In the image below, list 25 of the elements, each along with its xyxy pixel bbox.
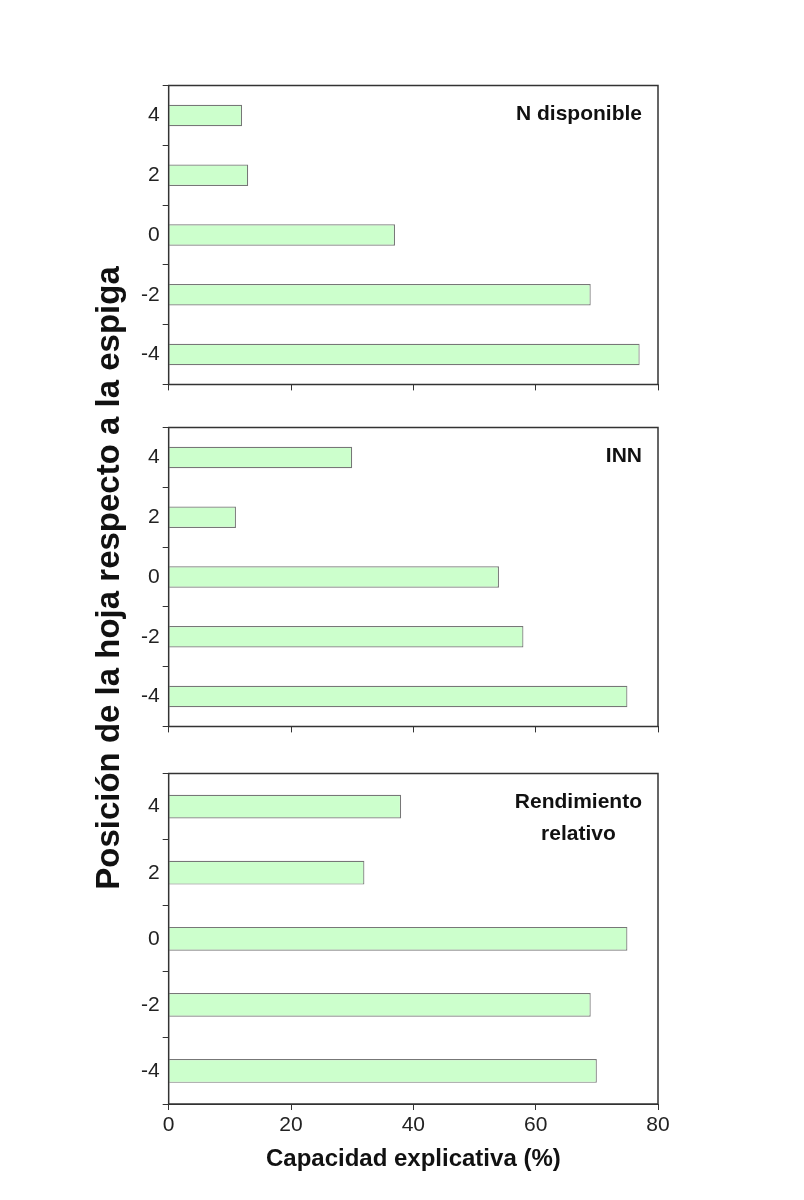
y-tick-label: -2	[140, 281, 160, 305]
x-tick-label: 0	[162, 1112, 175, 1136]
y-tick-label: -2	[140, 991, 160, 1015]
y-tick-label: 2	[147, 859, 160, 883]
x-tick-label: 40	[401, 1112, 426, 1136]
x-tick-label: 20	[279, 1112, 303, 1136]
y-tick-label: 2	[147, 504, 160, 528]
y-tick-label: 4	[147, 102, 160, 126]
y-tick-label: -2	[140, 623, 160, 647]
y-tick-label: 4	[147, 793, 160, 817]
y-tick-label: -4	[140, 683, 160, 707]
y-tick-label: -4	[140, 1057, 160, 1081]
x-axis-title: Capacidad explicativa (%)	[265, 1144, 561, 1172]
y-tick-label: 2	[147, 162, 160, 186]
y-axis-title: Posición de la hoja respecto a la espiga	[88, 265, 127, 892]
y-tick-label: 0	[147, 563, 160, 587]
x-tick-label: 60	[523, 1112, 548, 1136]
y-tick-label: 0	[147, 221, 160, 245]
y-tick-label: -4	[140, 341, 160, 365]
x-tick-label: 80	[646, 1112, 670, 1136]
text: INN	[605, 442, 642, 466]
y-tick-label: 0	[147, 925, 160, 949]
y-tick-label: 4	[147, 444, 160, 468]
text: N disponible	[516, 100, 642, 124]
text: Rendimiento relativo	[514, 788, 642, 844]
